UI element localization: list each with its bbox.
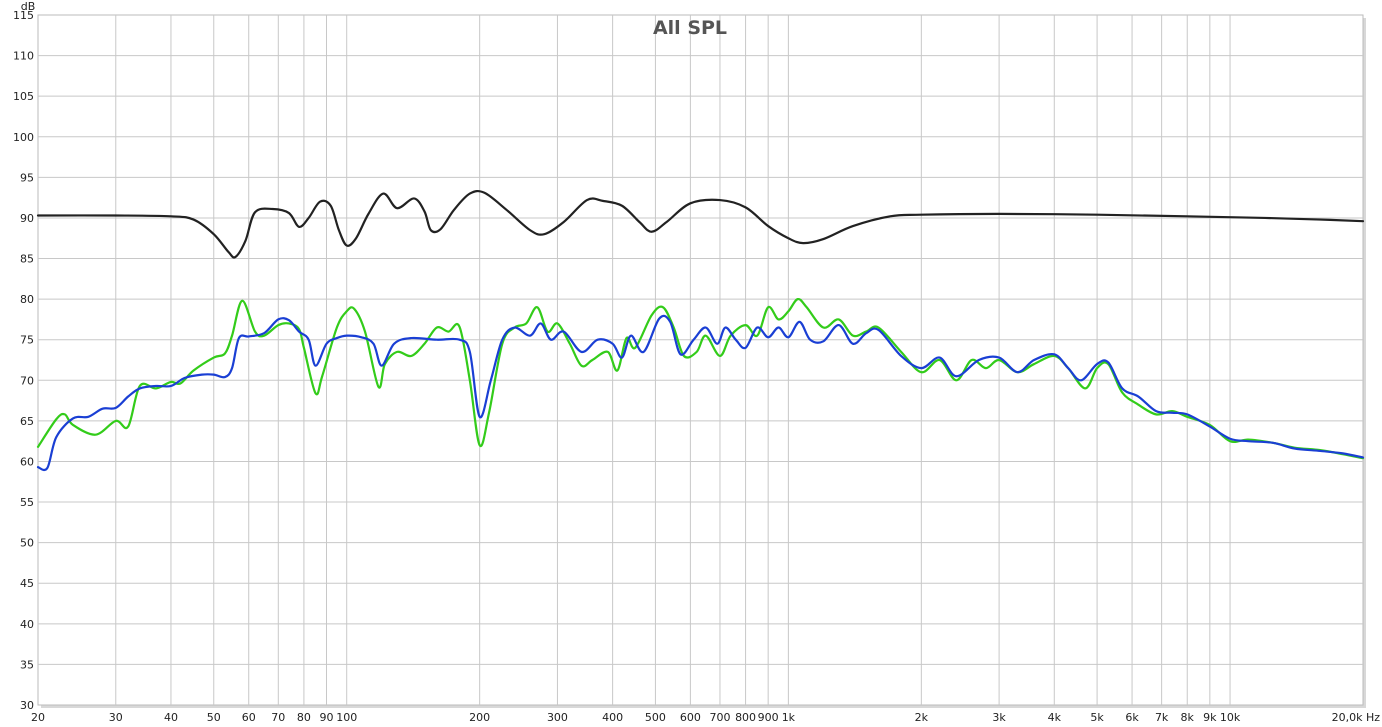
x-tick-label: 100 — [336, 711, 357, 724]
x-tick-label: 2k — [915, 711, 929, 724]
x-tick-label: 10k — [1220, 711, 1241, 724]
x-tick-label: 90 — [320, 711, 334, 724]
y-tick-label: 90 — [20, 212, 34, 225]
x-tick-label: 70 — [271, 711, 285, 724]
spl-curve-black — [36, 189, 1365, 259]
x-tick-label: 7k — [1155, 711, 1169, 724]
x-tick-label: 80 — [297, 711, 311, 724]
series-layer — [36, 189, 1365, 472]
x-tick-label: 3k — [992, 711, 1006, 724]
y-tick-label: 55 — [20, 496, 34, 509]
y-tick-labels: 30 35 40 45 50 55 60 65 70 75 80 85 90 95 100 105 110 115 — [13, 9, 34, 712]
x-tick-label: 5k — [1090, 711, 1104, 724]
y-tick-label: 80 — [20, 293, 34, 306]
y-tick-label: 45 — [20, 577, 34, 590]
y-tick-label: 105 — [13, 90, 34, 103]
y-tick-label: 85 — [20, 253, 34, 266]
x-tick-label: 300 — [547, 711, 568, 724]
x-tick-label: 1k — [782, 711, 796, 724]
x-tick-label: 900 — [758, 711, 779, 724]
plot-area — [37, 14, 1364, 706]
x-tick-label: 800 — [735, 711, 756, 724]
y-tick-label: 50 — [20, 537, 34, 550]
y-tick-label: 65 — [20, 415, 34, 428]
y-tick-label: 100 — [13, 131, 34, 144]
y-tick-label: 70 — [20, 374, 34, 387]
x-tick-label: 30 — [109, 711, 123, 724]
x-tick-label: 50 — [207, 711, 221, 724]
x-tick-label: 9k — [1203, 711, 1217, 724]
y-tick-label: 75 — [20, 334, 34, 347]
x-tick-label: 500 — [645, 711, 666, 724]
x-tick-label: 700 — [709, 711, 730, 724]
x-tick-label: 20 — [31, 711, 45, 724]
y-tick-label: 35 — [20, 658, 34, 671]
grid-lines — [38, 15, 1363, 705]
y-axis-unit: dB — [21, 0, 36, 13]
x-tick-label: 400 — [602, 711, 623, 724]
x-tick-label: 8k — [1181, 711, 1195, 724]
spl-curve-blue — [36, 314, 1365, 472]
y-tick-label: 110 — [13, 50, 34, 63]
y-tick-label: 115 — [13, 9, 34, 22]
y-tick-label: 40 — [20, 618, 34, 631]
x-tick-label: 6k — [1125, 711, 1139, 724]
y-tick-label: 95 — [20, 171, 34, 184]
x-tick-label: 600 — [680, 711, 701, 724]
x-tick-label: 20,0k Hz — [1332, 711, 1381, 724]
x-tick-label: 40 — [164, 711, 178, 724]
x-tick-label: 4k — [1048, 711, 1062, 724]
y-tick-label: 60 — [20, 455, 34, 468]
x-tick-label: 60 — [242, 711, 256, 724]
chart-title: All SPL — [653, 17, 727, 39]
y-tick-label: 30 — [20, 699, 34, 712]
x-tick-labels: 20 30 40 50 60 70 80 90 100 200 300 400 500 600 700 800… — [31, 711, 1380, 724]
x-tick-label: 200 — [469, 711, 490, 724]
